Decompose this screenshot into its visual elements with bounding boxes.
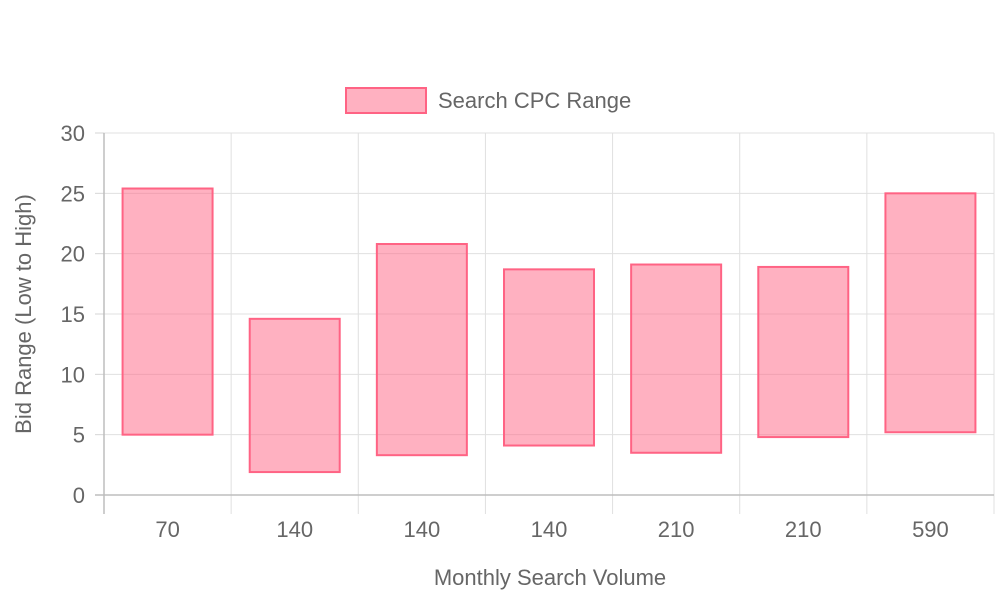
range-bar[interactable] xyxy=(121,187,214,436)
range-bar[interactable] xyxy=(630,263,723,454)
y-axis-title: Bid Range (Low to High) xyxy=(11,194,36,434)
x-tick-label: 590 xyxy=(912,517,949,542)
legend-label: Search CPC Range xyxy=(438,88,631,113)
x-tick-label: 70 xyxy=(155,517,179,542)
y-tick-label: 10 xyxy=(61,362,85,387)
x-tick-label: 140 xyxy=(531,517,568,542)
y-tick-label: 25 xyxy=(61,181,85,206)
y-tick-label: 20 xyxy=(61,242,85,267)
range-bar[interactable] xyxy=(375,243,468,457)
y-tick-label: 15 xyxy=(61,302,85,327)
legend-swatch xyxy=(345,87,427,114)
y-tick-label: 0 xyxy=(73,483,85,508)
legend[interactable]: Search CPC Range xyxy=(345,87,631,114)
axes: 0 5 10 15 20 25 30 70 140 140 140 210 210 590 xyxy=(61,121,994,542)
x-tick-label: 140 xyxy=(276,517,313,542)
range-bar[interactable] xyxy=(503,268,595,447)
y-tick-label: 30 xyxy=(61,121,85,146)
x-tick-label: 210 xyxy=(785,517,822,542)
x-axis-title: Monthly Search Volume xyxy=(434,565,666,590)
bars xyxy=(121,187,977,474)
y-tick-label: 5 xyxy=(73,423,85,448)
x-tick-label: 140 xyxy=(403,517,440,542)
range-bar[interactable] xyxy=(757,265,850,439)
x-tick-label: 210 xyxy=(658,517,695,542)
range-bar[interactable] xyxy=(248,317,341,474)
range-bar[interactable] xyxy=(884,192,977,434)
